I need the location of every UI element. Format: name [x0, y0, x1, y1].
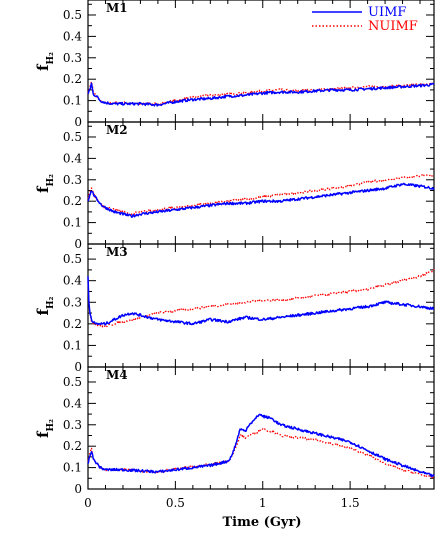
panel-frame — [87, 121, 435, 245]
y-tick-label: 0.4 — [63, 29, 82, 43]
series-line-nuimf — [87, 173, 435, 216]
panel-label: M2 — [106, 123, 128, 137]
y-tick-label: 0.2 — [63, 194, 82, 208]
x-axis-label: Time (Gyr) — [223, 515, 302, 530]
series-line-uimf — [87, 182, 435, 218]
legend-label-nuimf: NUIMF — [368, 19, 418, 34]
panel-label: M3 — [106, 245, 128, 259]
y-tick-label: 0.5 — [63, 252, 82, 266]
series-line-nuimf — [87, 268, 435, 328]
y-tick-label: 0.2 — [63, 439, 82, 453]
legend-label-uimf: UIMF — [368, 5, 406, 20]
y-tick-label: 0.1 — [63, 216, 82, 230]
y-axis-label: fH₂ — [34, 419, 56, 438]
series-line-uimf — [87, 276, 435, 326]
y-tick-label: 0.4 — [63, 274, 82, 288]
y-tick-label: 0.3 — [63, 418, 82, 432]
panels-group: 0 0.1 0.2 0.3 0.4 0.5 M1 fH₂ 0 0.1 0.2 0.3 0.4 0.5 M2 f… — [34, 0, 435, 510]
panel-frame — [87, 366, 435, 490]
y-axis-label: fH₂ — [34, 174, 56, 193]
y-tick-label: 0.5 — [63, 8, 82, 22]
series-line-uimf — [87, 82, 435, 107]
legend: UIMF NUIMF — [312, 5, 418, 34]
series-line-uimf — [87, 413, 435, 478]
y-tick-label: 0.1 — [63, 461, 82, 475]
y-tick-label: 0.1 — [63, 338, 82, 352]
y-tick-label: 0.1 — [63, 94, 82, 108]
y-tick-label: 0 — [74, 360, 82, 374]
y-axis-label: fH₂ — [34, 297, 56, 316]
y-tick-label: 0 — [74, 115, 82, 129]
panel-m4: 0 0.1 0.2 0.3 0.4 0.5 M4 fH₂ — [34, 366, 435, 496]
y-tick-label: 0.4 — [63, 396, 82, 410]
y-tick-label: 0.4 — [63, 151, 82, 165]
y-tick-label: 0 — [74, 237, 82, 251]
y-tick-label: 0 — [74, 482, 82, 496]
y-tick-label: 0.3 — [63, 173, 82, 187]
x-tick-label: 1.5 — [341, 496, 360, 510]
panel-label: M4 — [106, 368, 128, 382]
series-line-nuimf — [87, 81, 435, 106]
panel-m2: 0 0.1 0.2 0.3 0.4 0.5 M2 fH₂ — [34, 121, 435, 251]
x-tick-label: 0.5 — [166, 496, 185, 510]
y-tick-label: 0.5 — [63, 130, 82, 144]
y-tick-label: 0.2 — [63, 72, 82, 86]
panel-m3: 0 0.1 0.2 0.3 0.4 0.5 M3 fH₂ — [34, 243, 435, 374]
x-tick-label: 0 — [84, 496, 92, 510]
y-tick-label: 0.5 — [63, 375, 82, 389]
y-tick-label: 0.3 — [63, 295, 82, 309]
series-line-nuimf — [87, 428, 435, 480]
x-tick-label: 1 — [259, 496, 267, 510]
panel-label: M1 — [106, 1, 128, 15]
y-tick-label: 0.3 — [63, 51, 82, 65]
y-axis-label: fH₂ — [34, 52, 56, 71]
y-tick-label: 0.2 — [63, 317, 82, 331]
panel-m1: 0 0.1 0.2 0.3 0.4 0.5 M1 fH₂ — [34, 0, 435, 129]
panel-frame — [87, 243, 435, 368]
